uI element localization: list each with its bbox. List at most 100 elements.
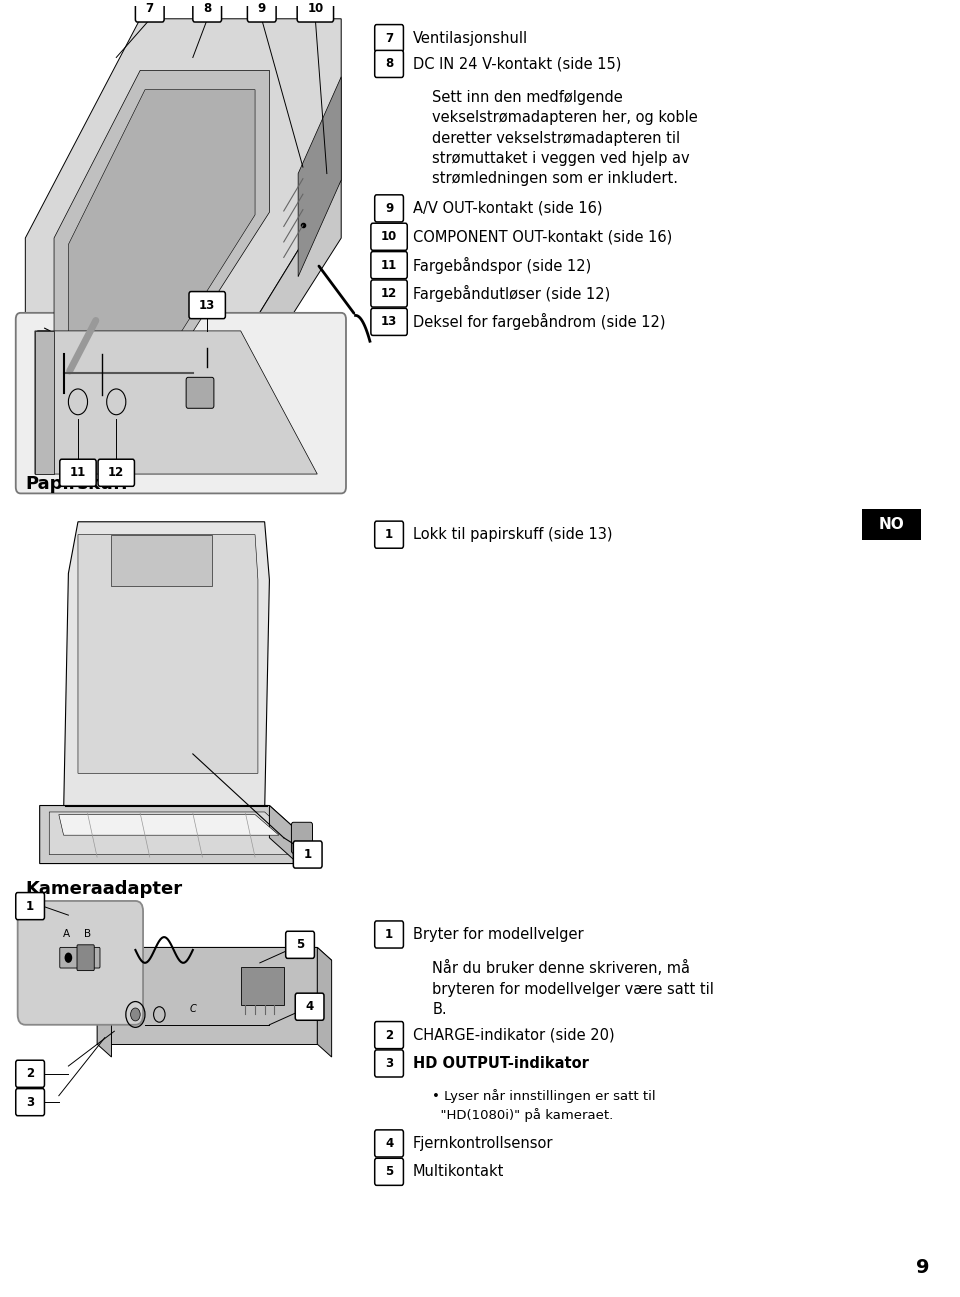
Text: Kameraadapter: Kameraadapter (25, 881, 182, 899)
FancyBboxPatch shape (77, 944, 94, 970)
FancyBboxPatch shape (98, 459, 134, 486)
Text: 8: 8 (385, 57, 394, 70)
Text: 12: 12 (381, 287, 397, 300)
Polygon shape (299, 77, 341, 276)
FancyBboxPatch shape (374, 1158, 403, 1185)
FancyBboxPatch shape (17, 901, 143, 1025)
Text: 13: 13 (381, 315, 397, 328)
FancyBboxPatch shape (374, 25, 403, 52)
Text: 9: 9 (917, 1258, 930, 1276)
Text: COMPONENT OUT-kontakt (side 16): COMPONENT OUT-kontakt (side 16) (413, 230, 672, 244)
FancyBboxPatch shape (286, 931, 315, 958)
Text: Fjernkontrollsensor: Fjernkontrollsensor (413, 1136, 554, 1150)
Text: 7: 7 (146, 3, 154, 16)
Text: 3: 3 (26, 1096, 35, 1109)
Text: 1: 1 (26, 900, 35, 913)
Text: 10: 10 (381, 231, 397, 244)
Polygon shape (35, 331, 54, 475)
Text: 3: 3 (385, 1057, 394, 1070)
Polygon shape (227, 180, 341, 419)
Polygon shape (63, 521, 270, 812)
Text: 9: 9 (385, 202, 394, 215)
FancyBboxPatch shape (374, 1130, 403, 1157)
Text: 2: 2 (385, 1029, 394, 1041)
FancyBboxPatch shape (296, 994, 324, 1021)
Text: 1: 1 (303, 848, 312, 861)
FancyBboxPatch shape (298, 0, 333, 22)
Text: Deksel for fargebåndrom (side 12): Deksel for fargebåndrom (side 12) (413, 314, 665, 331)
FancyBboxPatch shape (15, 892, 44, 920)
Text: A: A (63, 930, 70, 939)
Text: 1: 1 (385, 927, 394, 942)
Text: 2: 2 (26, 1067, 35, 1080)
Text: 11: 11 (381, 258, 397, 271)
Polygon shape (241, 966, 284, 1005)
FancyBboxPatch shape (15, 1060, 44, 1087)
FancyBboxPatch shape (374, 1049, 403, 1077)
FancyBboxPatch shape (294, 840, 322, 868)
Text: 12: 12 (108, 466, 125, 480)
FancyBboxPatch shape (186, 377, 214, 409)
Text: Når du bruker denne skriveren, må
bryteren for modellvelger være satt til
B.: Når du bruker denne skriveren, må bryter… (432, 960, 714, 1017)
Text: 1: 1 (385, 528, 394, 541)
Text: 10: 10 (307, 3, 324, 16)
FancyBboxPatch shape (371, 223, 407, 250)
Text: 8: 8 (204, 3, 211, 16)
Text: 5: 5 (385, 1165, 394, 1178)
FancyBboxPatch shape (189, 292, 226, 319)
FancyBboxPatch shape (374, 521, 403, 549)
Text: 5: 5 (296, 938, 304, 951)
Circle shape (64, 952, 72, 962)
FancyBboxPatch shape (193, 0, 222, 22)
Text: B: B (84, 930, 91, 939)
FancyBboxPatch shape (374, 921, 403, 948)
FancyBboxPatch shape (374, 195, 403, 222)
Text: Lokk til papirskuff (side 13): Lokk til papirskuff (side 13) (413, 527, 612, 542)
Polygon shape (39, 805, 299, 864)
Text: 7: 7 (385, 31, 394, 44)
Polygon shape (78, 534, 258, 773)
Polygon shape (49, 812, 289, 855)
Text: 11: 11 (70, 466, 86, 480)
FancyBboxPatch shape (374, 1022, 403, 1049)
Polygon shape (97, 947, 331, 960)
Text: 13: 13 (199, 298, 215, 311)
Text: CHARGE-indikator (side 20): CHARGE-indikator (side 20) (413, 1027, 614, 1043)
Text: 4: 4 (305, 1000, 314, 1013)
Polygon shape (97, 947, 111, 1057)
Text: NO: NO (878, 518, 904, 532)
Polygon shape (54, 70, 270, 354)
FancyBboxPatch shape (371, 280, 407, 307)
Polygon shape (97, 947, 317, 1044)
Circle shape (131, 1008, 140, 1021)
Polygon shape (35, 331, 317, 475)
FancyBboxPatch shape (248, 0, 276, 22)
FancyBboxPatch shape (15, 313, 346, 493)
FancyBboxPatch shape (292, 822, 313, 853)
FancyBboxPatch shape (371, 252, 407, 279)
Text: Fargebåndutløser (side 12): Fargebåndutløser (side 12) (413, 285, 611, 302)
Text: DC IN 24 V-kontakt (side 15): DC IN 24 V-kontakt (side 15) (413, 57, 621, 71)
Text: Ventilasjonshull: Ventilasjonshull (413, 31, 528, 45)
FancyBboxPatch shape (60, 459, 96, 486)
FancyBboxPatch shape (371, 309, 407, 336)
FancyBboxPatch shape (135, 0, 164, 22)
Text: A/V OUT-kontakt (side 16): A/V OUT-kontakt (side 16) (413, 201, 603, 215)
Text: C: C (189, 1004, 196, 1014)
Text: 9: 9 (257, 3, 266, 16)
Text: HD OUTPUT-indikator: HD OUTPUT-indikator (413, 1056, 588, 1071)
Polygon shape (25, 18, 341, 367)
Text: • Lyser når innstillingen er satt til
  "HD(1080i)" på kameraet.: • Lyser når innstillingen er satt til "H… (432, 1089, 656, 1122)
Text: Fargebåndspor (side 12): Fargebåndspor (side 12) (413, 257, 591, 274)
Text: Multikontakt: Multikontakt (413, 1165, 504, 1179)
Text: Sett inn den medfølgende
vekselstrømadapteren her, og koble
deretter vekselstrøm: Sett inn den medfølgende vekselstrømadap… (432, 89, 698, 187)
FancyBboxPatch shape (862, 508, 922, 540)
Polygon shape (25, 367, 227, 419)
Polygon shape (270, 805, 299, 864)
Polygon shape (68, 89, 255, 344)
Polygon shape (59, 815, 279, 835)
FancyBboxPatch shape (374, 51, 403, 78)
Polygon shape (111, 534, 212, 586)
FancyBboxPatch shape (60, 947, 100, 968)
Polygon shape (317, 947, 331, 1057)
